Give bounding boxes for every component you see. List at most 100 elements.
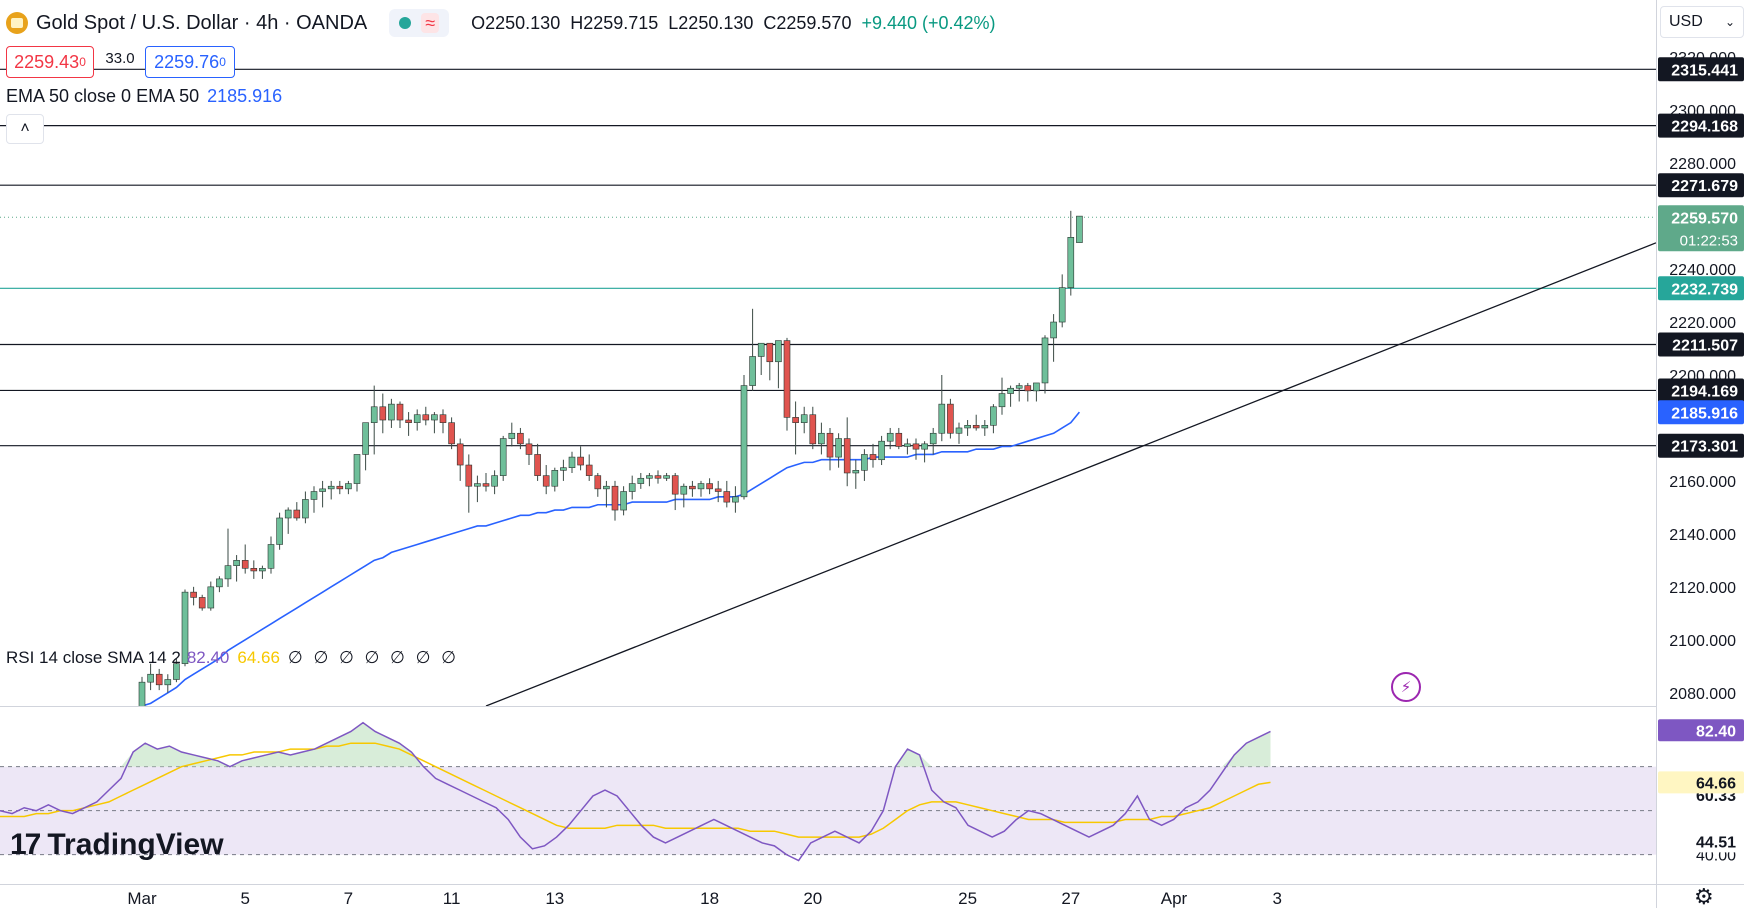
candle-body: [173, 663, 180, 680]
rsi-legend[interactable]: RSI 14 close SMA 14 2 82.40 64.66 ∅ ∅ ∅ ∅ ∅…: [6, 648, 459, 668]
candle-body: [353, 454, 361, 484]
level-price-label-bg: [1658, 113, 1744, 138]
gold-coin-icon: [6, 12, 28, 34]
symbol-header: Gold Spot / U.S. Dollar · 4h · OANDA ≈ O…: [0, 6, 996, 40]
candle-body: [431, 414, 438, 421]
time-tick-label: 3: [1272, 889, 1281, 908]
symbol-title[interactable]: Gold Spot / U.S. Dollar · 4h · OANDA: [36, 11, 368, 34]
candle-body: [611, 485, 619, 511]
tradingview-wordmark: TradingView: [47, 828, 224, 861]
candle-body: [826, 432, 834, 458]
candle-body: [1041, 337, 1049, 384]
sell-price-sup: 0: [79, 55, 86, 69]
time-tick-label: 25: [958, 889, 977, 908]
candle-body: [1033, 382, 1040, 392]
ema-legend-label: EMA 50 close 0 EMA 50: [6, 86, 200, 106]
candle-body: [439, 414, 447, 423]
candle-body: [878, 440, 885, 461]
candle-body: [336, 485, 344, 490]
candle-body: [551, 470, 559, 487]
candle-body: [1058, 287, 1066, 323]
sell-price: 2259.43: [14, 51, 80, 72]
candle-body: [723, 491, 731, 503]
candle-body: [319, 488, 326, 492]
price-tick-label: 2120.000: [1669, 580, 1736, 597]
level-price-label: 2232.739: [1671, 281, 1738, 298]
candle-body: [216, 578, 223, 588]
time-tick-label: 20: [803, 889, 822, 908]
chevron-up-icon: ˄: [20, 120, 30, 137]
candle-body: [1024, 385, 1032, 392]
candle-body: [534, 454, 541, 476]
low-value: L2250.130: [668, 12, 754, 33]
time-tick-label: Apr: [1161, 889, 1188, 908]
level-price-label-bg: [1658, 276, 1744, 301]
candle-body: [929, 432, 937, 445]
ohlc-values: O2250.130 H2259.715 L2250.130 C2259.570 …: [471, 13, 995, 34]
rsi-level-label-bg: [1658, 830, 1744, 853]
current-price-label: 2259.570: [1671, 210, 1738, 227]
candle-body: [938, 403, 946, 434]
collapse-legend-button[interactable]: ˄: [6, 114, 44, 144]
candle-body: [818, 432, 825, 445]
rsi-line: [0, 721, 1271, 862]
ema-legend-value: 2185.916: [207, 86, 283, 106]
candle-body: [491, 475, 498, 487]
price-tick-label: 2220.000: [1669, 315, 1736, 332]
rsi-value-label: 82.40: [1696, 723, 1736, 740]
rsi-legend-value: 82.40: [186, 648, 230, 667]
price-tick-label: 2140.000: [1669, 527, 1736, 544]
candle-body: [620, 491, 627, 511]
candle-body: [568, 456, 576, 468]
candle-body: [198, 597, 206, 609]
candle-body: [517, 432, 524, 445]
candle-body: [560, 467, 567, 471]
candle-body: [1007, 387, 1014, 394]
level-price-label: 2173.301: [1671, 439, 1738, 456]
price-tick-label: 2080.000: [1669, 686, 1736, 703]
lightning-icon[interactable]: ⚡: [1391, 672, 1421, 702]
candle-body: [508, 432, 516, 439]
candle-body: [302, 499, 309, 519]
time-tick-label: 7: [344, 889, 353, 908]
settings-gear-icon[interactable]: ⚙: [1694, 884, 1714, 909]
close-value: C2259.570: [763, 12, 852, 33]
buy-price-sup: 0: [219, 55, 226, 69]
candle-body: [259, 568, 266, 572]
time-tick-label: 5: [240, 889, 249, 908]
candle-body: [740, 385, 748, 498]
candle-body: [904, 443, 911, 447]
candle-body: [224, 565, 232, 580]
market-status-pill[interactable]: ≈: [389, 9, 450, 37]
candle-body: [809, 414, 817, 445]
candle-body: [1015, 385, 1023, 389]
candle-body: [972, 425, 980, 429]
candle-body: [413, 414, 421, 423]
candle-body: [646, 475, 653, 479]
candle-body: [947, 403, 954, 434]
countdown-label: 01:22:53: [1680, 232, 1738, 249]
time-tick-label: Mar: [127, 889, 157, 908]
candle-body: [422, 414, 430, 421]
candle-body: [379, 406, 387, 421]
time-tick-label: 13: [545, 889, 564, 908]
rsi-sma-value-label-bg: [1658, 771, 1744, 794]
sell-button[interactable]: 2259.43 0: [6, 46, 94, 78]
candle-body: [671, 475, 679, 495]
spread-value: 33.0: [105, 50, 135, 67]
buy-button[interactable]: 2259.76 0: [145, 46, 235, 78]
rsi-legend-empty-values: ∅ ∅ ∅ ∅ ∅ ∅ ∅: [287, 648, 459, 667]
candle-body: [912, 443, 920, 450]
price-tick-label: 2160.000: [1669, 474, 1736, 491]
level-price-label-bg: [1658, 57, 1744, 82]
rsi-value-label-bg: [1658, 719, 1744, 742]
candle-body: [869, 454, 877, 461]
candle-body: [1050, 321, 1057, 339]
candle-body: [800, 414, 808, 423]
rsi-overbought-fill: [0, 722, 1271, 767]
ema-legend[interactable]: EMA 50 close 0 EMA 50 2185.916: [6, 86, 282, 107]
candle-body: [499, 438, 507, 476]
rsi-sma-value-label: 64.66: [1696, 775, 1736, 792]
currency-select[interactable]: USD ⌄: [1660, 6, 1744, 38]
